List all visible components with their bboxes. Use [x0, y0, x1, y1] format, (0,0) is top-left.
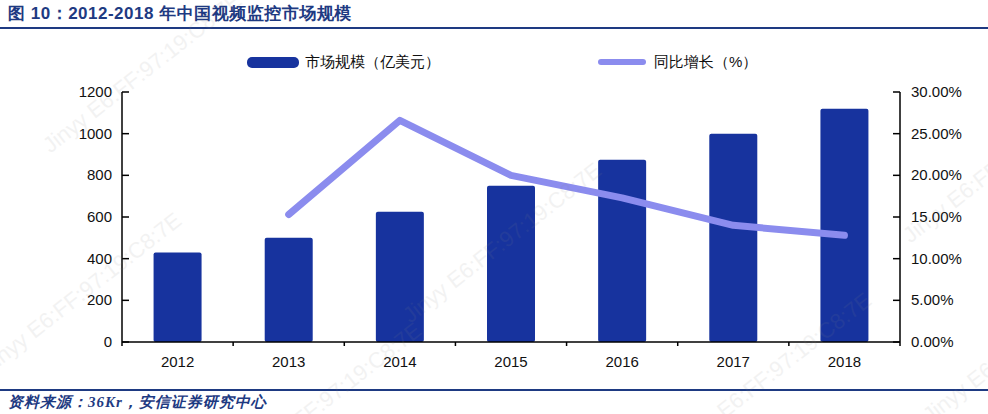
left-axis-label: 1200: [40, 82, 112, 102]
right-axis-label: 30.00%: [911, 82, 981, 102]
source-note: 资料来源：36Kr，安信证券研究中心: [8, 393, 267, 412]
right-axis-label: 0.00%: [911, 332, 981, 352]
bar-2013: [265, 238, 313, 342]
bar-2014: [376, 212, 424, 342]
bar-2015: [487, 186, 535, 342]
x-axis-label-2014: 2014: [358, 352, 442, 372]
right-axis-label: 25.00%: [911, 124, 981, 144]
yoy-growth-line: [289, 120, 845, 235]
bar-2016: [598, 160, 646, 342]
left-axis-label: 800: [40, 165, 112, 185]
bar-2018: [820, 109, 868, 342]
bar-2012: [154, 252, 202, 342]
right-axis-label: 20.00%: [911, 165, 981, 185]
x-axis-label-2013: 2013: [247, 352, 331, 372]
footer-divider: [0, 389, 988, 391]
bar-2017: [709, 134, 757, 342]
right-axis-label: 15.00%: [911, 207, 981, 227]
left-axis-label: 200: [40, 290, 112, 310]
x-axis-label-2015: 2015: [469, 352, 553, 372]
report-figure: 图 10：2012-2018 年中国视频监控市场规模 市场规模（亿美元） 同比增…: [0, 0, 988, 414]
left-axis-label: 400: [40, 249, 112, 269]
x-axis-label-2012: 2012: [136, 352, 220, 372]
x-axis-label-2018: 2018: [802, 352, 886, 372]
left-axis-label: 600: [40, 207, 112, 227]
x-axis-label-2017: 2017: [691, 352, 775, 372]
x-axis-label-2016: 2016: [580, 352, 664, 372]
left-axis-label: 1000: [40, 124, 112, 144]
right-axis-label: 10.00%: [911, 249, 981, 269]
right-axis-label: 5.00%: [911, 290, 981, 310]
left-axis-label: 0: [40, 332, 112, 352]
combo-chart: 0 200 400 600 800 1000 1200 0.00% 5.00% 10.00% 15.…: [0, 0, 988, 414]
